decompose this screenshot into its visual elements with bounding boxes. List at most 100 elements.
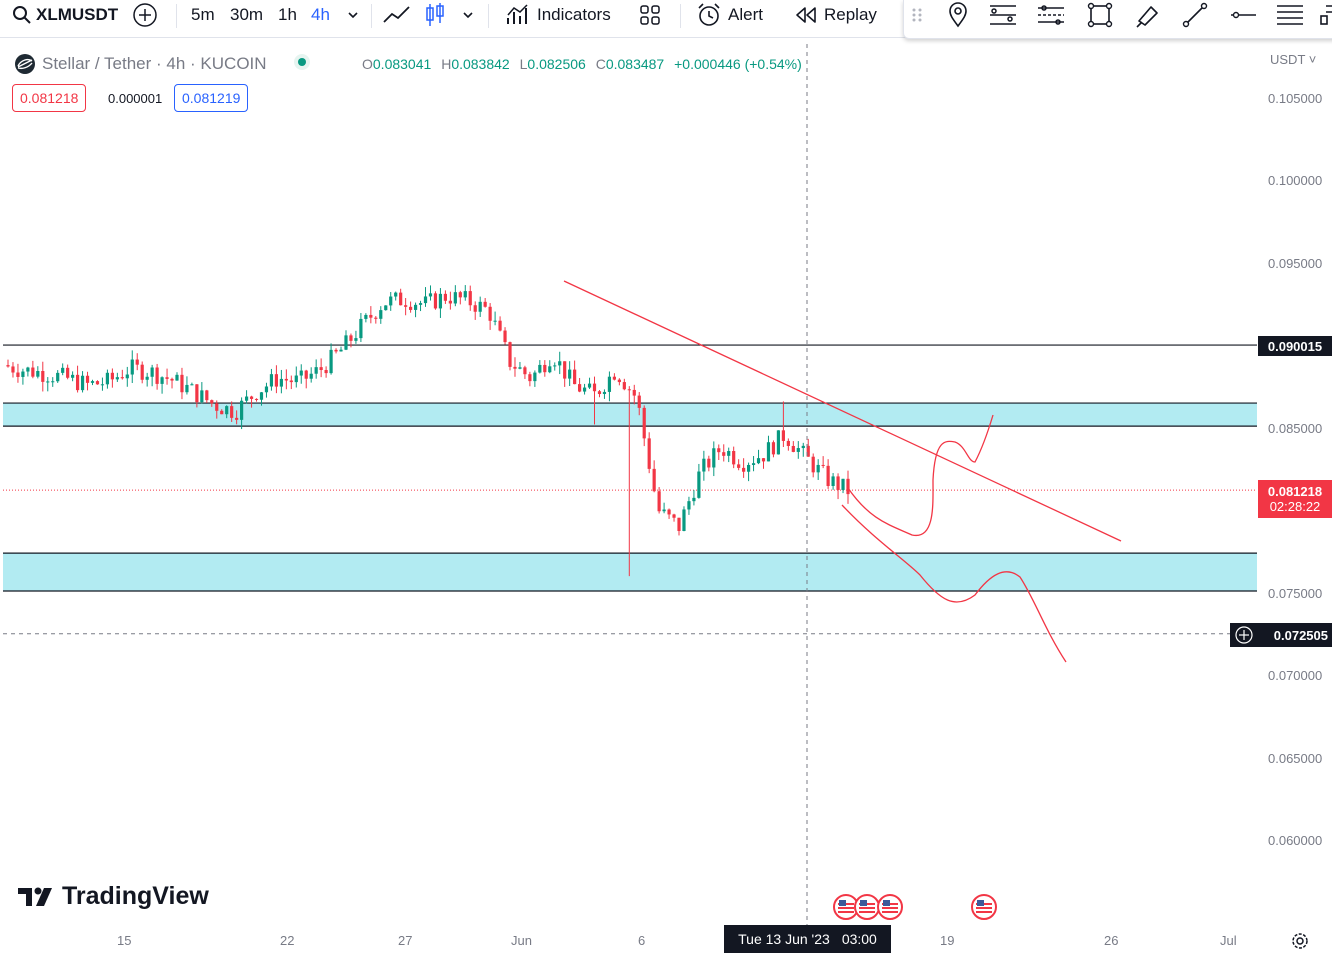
candle-body — [389, 296, 393, 306]
watermark-text: TradingView — [62, 882, 209, 910]
candle-body — [75, 374, 80, 391]
candle-body — [314, 367, 318, 374]
candle-body — [642, 407, 646, 439]
spread-value: 0.000001 — [108, 91, 163, 106]
us-event-flag-icon[interactable] — [876, 893, 904, 926]
rectangle-icon[interactable] — [1085, 0, 1115, 30]
candle-body — [374, 317, 378, 319]
last-price-value: 0.081218 — [1267, 484, 1323, 499]
stellar-logo-icon — [15, 54, 35, 74]
candle-body — [543, 364, 547, 373]
currency-label: USDT — [1270, 52, 1306, 67]
interval-30m[interactable]: 30m — [230, 5, 264, 24]
candle-body — [344, 335, 348, 350]
tradingview-logo[interactable]: TradingView — [16, 882, 209, 911]
add-plus-icon[interactable] — [1234, 625, 1254, 645]
candle-body — [264, 386, 269, 393]
candle-body — [319, 367, 323, 371]
candle-body — [254, 398, 259, 400]
currency-selector[interactable]: USDT ˅ — [1270, 52, 1316, 67]
candle-body — [816, 464, 820, 473]
high-value: 0.083842 — [451, 56, 510, 72]
horizontal-ray-icon[interactable] — [1228, 0, 1258, 30]
trend-line-icon[interactable] — [1180, 0, 1210, 30]
ohlc-values: O0.083041 H0.083842 L0.082506 C0.083487 … — [362, 56, 802, 72]
buy-button[interactable]: 0.081219 — [174, 84, 249, 112]
candle-body — [200, 390, 204, 403]
candle-body — [51, 381, 55, 383]
chart-type-candles-button[interactable] — [422, 0, 448, 30]
more-tools-icon[interactable] — [1318, 0, 1332, 30]
parallel-channel-icon[interactable] — [1036, 0, 1066, 30]
interval-1h[interactable]: 1h — [278, 5, 297, 24]
candle-body — [110, 372, 114, 380]
candle-body — [483, 301, 487, 307]
candle-body — [702, 458, 706, 472]
candle-body — [806, 445, 810, 457]
compare-symbol-button[interactable] — [131, 0, 159, 30]
candle-body — [61, 367, 65, 373]
us-event-flag-icon[interactable] — [970, 893, 998, 926]
candle-body — [95, 381, 100, 385]
candle-body — [235, 417, 239, 420]
candle-body — [771, 442, 776, 455]
candle-body — [249, 396, 254, 399]
candle-body — [647, 438, 651, 469]
low-value: 0.082506 — [527, 56, 586, 72]
time-label: 6 — [638, 933, 646, 948]
candle-body — [329, 349, 333, 374]
sell-button[interactable]: 0.081218 — [12, 84, 87, 112]
candle-body — [71, 374, 75, 378]
high-key: H — [441, 56, 452, 72]
candle-body — [409, 306, 413, 310]
layouts-button[interactable] — [638, 0, 662, 30]
candle-body — [284, 378, 288, 381]
candle-body — [165, 377, 169, 379]
bar-countdown: 02:28:22 — [1269, 499, 1321, 514]
support-resistance-zone — [3, 553, 1257, 592]
candle-body — [379, 310, 383, 319]
crosshair-price-tag: 0.072505 — [1230, 623, 1332, 647]
candle-body — [513, 366, 517, 369]
chart-settings-icon[interactable] — [1289, 930, 1311, 957]
interval-dropdown[interactable] — [344, 0, 362, 30]
open-value: 0.083041 — [372, 56, 432, 72]
highlighter-icon[interactable] — [1132, 0, 1162, 30]
candle-body — [538, 364, 542, 373]
interval-4h[interactable]: 4h — [311, 5, 330, 24]
indicators-button[interactable]: Indicators — [505, 0, 611, 30]
chart-type-line-button[interactable] — [382, 0, 412, 30]
symbol-legend: Stellar / Tether · 4h · KUCOIN — [14, 53, 313, 75]
pin-icon[interactable] — [943, 0, 973, 30]
toolbar-divider — [176, 4, 177, 28]
text-align-icon[interactable] — [1275, 0, 1305, 30]
candle-body — [766, 442, 771, 462]
candle-body — [563, 361, 567, 379]
candle-body — [334, 349, 338, 352]
candle-body — [533, 372, 537, 382]
horizontal-lines-icon[interactable] — [988, 0, 1018, 30]
drawing-toolbar — [903, 0, 1332, 39]
candle-body — [577, 384, 582, 392]
candle-body — [195, 384, 199, 403]
candle-body — [722, 452, 726, 456]
chart-type-dropdown[interactable] — [459, 0, 477, 30]
alarm-clock-icon — [698, 3, 720, 26]
candle-body — [274, 374, 279, 387]
candle-body — [225, 406, 229, 415]
candle-body — [339, 349, 343, 352]
toolbar-divider — [488, 4, 489, 28]
candle-body — [140, 364, 144, 380]
candle-body — [269, 374, 274, 387]
replay-button[interactable]: Replay — [794, 0, 877, 30]
drag-handle-icon[interactable] — [904, 0, 930, 30]
interval-5m[interactable]: 5m — [191, 5, 215, 24]
symbol-search-button[interactable]: XLMUSDT — [12, 0, 118, 30]
candle-body — [160, 377, 164, 384]
alert-button[interactable]: Alert — [696, 0, 763, 30]
candle-body — [423, 296, 428, 304]
crosshair-price-value: 0.072505 — [1273, 627, 1328, 643]
candle-body — [756, 458, 761, 464]
candle-body — [56, 372, 60, 382]
